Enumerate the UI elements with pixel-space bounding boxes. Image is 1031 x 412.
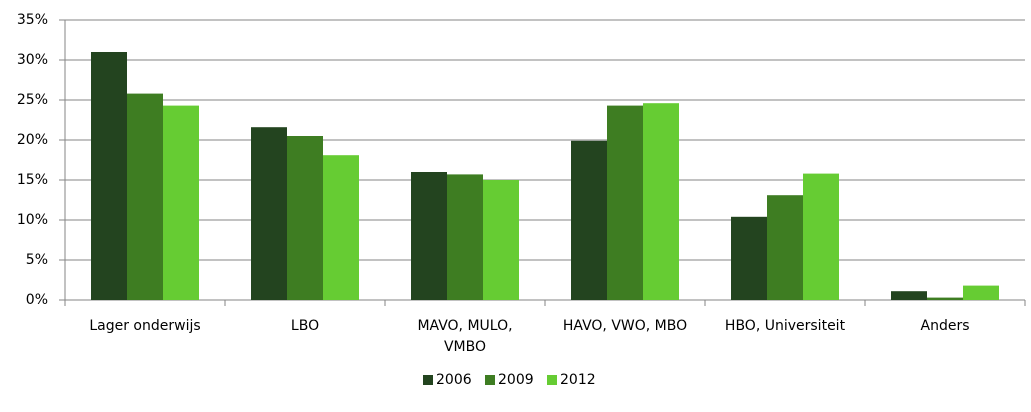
bar bbox=[767, 195, 803, 300]
y-tick-label: 25% bbox=[17, 92, 48, 108]
legend-label: 2012 bbox=[560, 372, 596, 388]
bar bbox=[251, 127, 287, 300]
bar bbox=[411, 172, 447, 300]
y-tick-label: 20% bbox=[17, 132, 48, 148]
x-tick-label: Lager onderwijs bbox=[89, 318, 201, 334]
bar bbox=[607, 105, 643, 300]
bar bbox=[571, 140, 607, 300]
y-tick-label: 35% bbox=[17, 12, 48, 28]
bar bbox=[287, 136, 323, 300]
bar bbox=[163, 105, 199, 300]
x-tick-label: HBO, Universiteit bbox=[724, 318, 846, 334]
legend-swatch bbox=[423, 375, 433, 385]
legend-label: 2009 bbox=[498, 372, 534, 388]
legend-label: 2006 bbox=[436, 372, 472, 388]
bar bbox=[803, 173, 839, 300]
y-tick-label: 10% bbox=[17, 212, 48, 228]
bar bbox=[963, 285, 999, 300]
x-tick-label: Anders bbox=[920, 318, 970, 334]
x-tick-label: LBO bbox=[290, 318, 320, 334]
bar bbox=[891, 291, 927, 300]
bar bbox=[643, 103, 679, 300]
bar bbox=[731, 216, 767, 300]
bar bbox=[927, 297, 963, 300]
y-tick-label: 5% bbox=[26, 252, 48, 268]
y-tick-label: 0% bbox=[26, 292, 48, 308]
x-tick-label: HAVO, VWO, MBO bbox=[562, 318, 688, 334]
x-tick-label: MAVO, MULO, VMBO bbox=[417, 318, 513, 355]
bar bbox=[447, 174, 483, 300]
bar bbox=[323, 155, 359, 300]
legend-swatch bbox=[547, 375, 557, 385]
y-tick-label: 15% bbox=[17, 172, 48, 188]
bar bbox=[127, 93, 163, 300]
y-tick-label: 30% bbox=[17, 52, 48, 68]
legend-swatch bbox=[485, 375, 495, 385]
bar bbox=[91, 52, 127, 300]
bar bbox=[483, 180, 519, 300]
